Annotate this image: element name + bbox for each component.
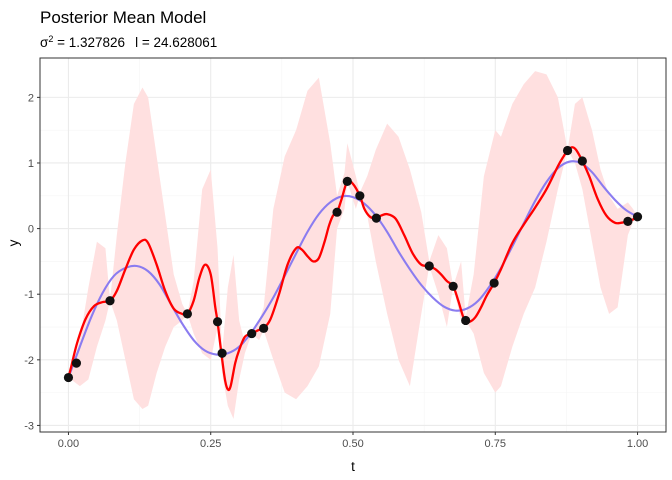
data-point: [577, 156, 587, 166]
data-point: [623, 216, 633, 226]
data-point: [247, 328, 257, 339]
x-tick-label: 0.25: [200, 438, 221, 450]
data-point: [562, 145, 573, 156]
x-axis-ticks: 0.00 0.25 0.50 0.75 1.00: [58, 432, 648, 450]
confidence-band: [68, 71, 638, 419]
posterior-mean-red-line: [67, 146, 639, 392]
y-tick-label: 1: [28, 158, 34, 170]
data-point: [105, 296, 115, 306]
smooth-trend-purple-line: [67, 160, 639, 379]
data-point: [424, 261, 434, 271]
y-tick-label: 2: [28, 92, 34, 104]
y-axis-ticks: -3 -2 -1 0 1 2: [24, 92, 40, 432]
chart-subtitle: σ2 = 1.327826 l = 24.628061: [40, 34, 217, 50]
chart-title: Posterior Mean Model: [40, 8, 206, 27]
x-tick-label: 1.00: [627, 438, 648, 450]
subtitle-sigma: σ: [40, 35, 49, 50]
y-tick-label: -3: [24, 420, 34, 432]
data-point: [632, 212, 643, 222]
data-point: [461, 315, 471, 326]
points-layer: [63, 145, 643, 383]
data-point: [217, 348, 227, 358]
data-point: [448, 281, 458, 291]
subtitle-sigma-value: = 1.327826: [53, 35, 125, 50]
data-point: [489, 278, 499, 288]
subtitle-sigma-exponent: 2: [48, 34, 53, 44]
data-point: [342, 176, 352, 186]
data-point: [212, 317, 223, 327]
lines-layer: [67, 146, 639, 392]
x-tick-label: 0.50: [342, 438, 363, 450]
data-point: [355, 191, 365, 201]
data-point: [332, 207, 342, 217]
data-point: [182, 309, 192, 319]
y-axis-title: y: [6, 239, 21, 246]
subtitle-l-value: l = 24.628061: [135, 35, 217, 50]
x-axis-title: t: [351, 459, 355, 474]
x-tick-label: 0.75: [485, 438, 506, 450]
y-tick-label: 0: [28, 224, 34, 236]
y-tick-label: -2: [24, 355, 34, 367]
data-point: [259, 323, 269, 333]
y-tick-label: -1: [24, 289, 34, 301]
data-point: [63, 372, 74, 383]
x-tick-label: 0.00: [58, 438, 79, 450]
data-point: [71, 358, 82, 368]
confidence-band-layer: [68, 71, 638, 419]
data-point: [371, 213, 381, 223]
